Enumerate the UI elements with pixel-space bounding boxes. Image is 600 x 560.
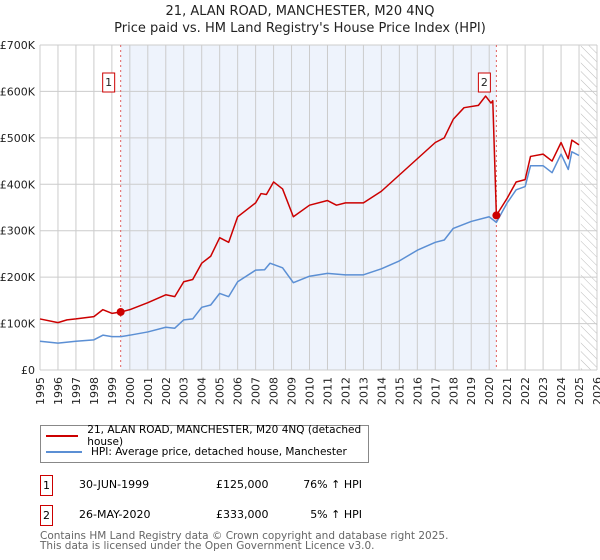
x-tick-label: 2012 [339,377,352,405]
legend-item-property: 21, ALAN ROAD, MANCHESTER, M20 4NQ (deta… [41,424,368,448]
chart-title: 21, ALAN ROAD, MANCHESTER, M20 4NQ [165,4,435,19]
x-tick-label: 2001 [142,377,155,405]
x-tick-label: 2015 [393,377,406,405]
legend-swatch-red [46,435,79,437]
y-tick-label: £500K [0,132,36,145]
sale-annotation-box [102,72,116,93]
property-price-line [39,95,580,324]
ownership-shaded-region [120,45,497,370]
x-tick-label: 2023 [537,377,550,405]
y-tick-label: £100K [0,318,36,331]
sale-annotation-label: 1 [105,76,112,89]
footer-line-2: This data is licensed under the Open Gov… [40,540,375,552]
x-tick-label: 2010 [304,377,317,405]
sale-row-1: 1 30-JUN-1999 £125,000 76% ↑ HPI [40,475,600,496]
x-tick-label: 2002 [160,377,173,405]
y-tick-label: £600K [0,85,36,98]
x-tick-label: 2025 [573,377,586,405]
sale-point [116,307,125,316]
x-tick-label: 1995 [34,377,47,405]
x-tick-label: 2008 [268,377,281,405]
x-tick-label: 2024 [555,377,568,405]
x-tick-label: 1997 [70,377,83,405]
legend-label: 21, ALAN ROAD, MANCHESTER, M20 4NQ (deta… [87,424,362,448]
sale-hpi-change: 76% ↑ HPI [303,478,362,491]
hatched-region [580,45,597,370]
x-tick-label: 2019 [465,377,478,405]
x-tick-label: 2004 [196,377,209,405]
sale-row-2: 2 26-MAY-2020 £333,000 5% ↑ HPI [40,505,600,526]
sale-badge: 2 [40,505,53,526]
sale-annotation-box [477,72,491,93]
y-tick-label: £700K [0,39,36,52]
legend-label: HPI: Average price, detached house, Manc… [91,446,347,458]
y-tick-label: £400K [0,178,36,191]
sale-price: £125,000 [216,478,269,491]
legend-swatch-blue [46,451,82,453]
x-tick-label: 2006 [232,377,245,405]
x-tick-label: 2007 [250,377,263,405]
x-tick-label: 2017 [429,377,442,405]
sale-badge: 1 [40,475,53,496]
x-tick-label: 1996 [52,377,65,405]
x-tick-label: 2021 [501,377,514,405]
x-tick-label: 2011 [321,377,334,405]
hpi-line [39,151,580,344]
footer-line-1: Contains HM Land Registry data © Crown c… [40,530,449,542]
sale-date: 30-JUN-1999 [79,478,150,491]
x-tick-label: 2018 [447,377,460,405]
sale-point [492,211,501,220]
x-tick-label: 2000 [124,377,137,405]
x-tick-label: 2026 [591,377,600,405]
x-tick-label: 2009 [286,377,299,405]
x-tick-label: 2005 [214,377,227,405]
legend-item-hpi: HPI: Average price, detached house, Manc… [41,444,347,460]
plot-area: 1995 1996 1997 1998 1999 2000 2001 2002 2003 2004… [0,39,600,405]
x-tick-label: 1998 [88,377,101,405]
x-tick-label: 1999 [106,377,119,405]
sale-price: £333,000 [216,508,269,521]
chart-subtitle: Price paid vs. HM Land Registry's House … [114,21,486,36]
y-tick-label: £0 [21,364,35,377]
legend: 21, ALAN ROAD, MANCHESTER, M20 4NQ (deta… [40,424,369,463]
sale-date: 26-MAY-2020 [79,508,151,521]
x-tick-label: 2016 [411,377,424,405]
x-tick-label: 2003 [178,377,191,405]
x-tick-label: 2013 [357,377,370,405]
x-tick-label: 2014 [375,377,388,405]
sale-hpi-change: 5% ↑ HPI [310,508,362,521]
y-tick-label: £200K [0,271,36,284]
footer: Contains HM Land Registry data © Crown c… [40,530,449,552]
x-tick-label: 2022 [519,377,532,405]
sale-annotation-label: 2 [481,76,488,89]
x-tick-label: 2020 [483,377,496,405]
y-tick-label: £300K [0,225,36,238]
